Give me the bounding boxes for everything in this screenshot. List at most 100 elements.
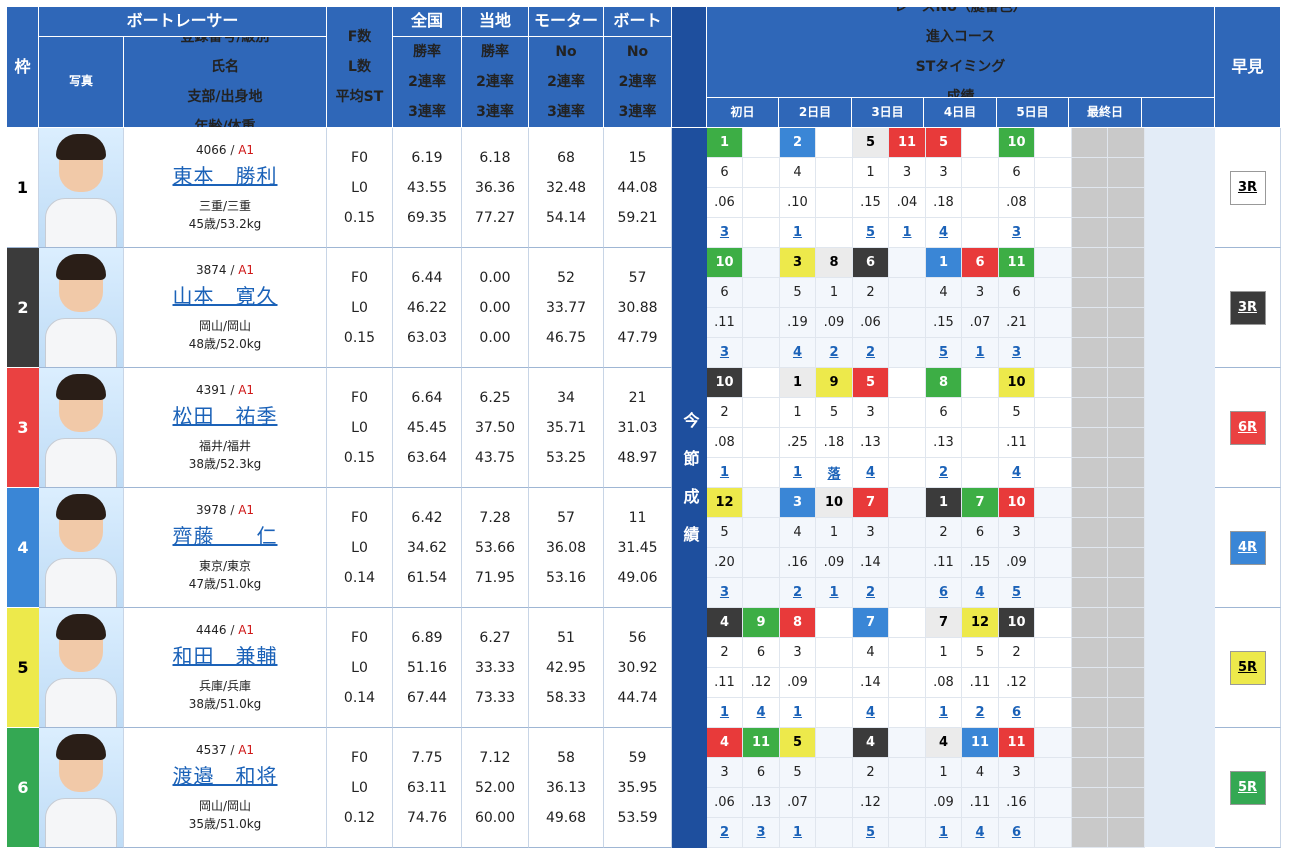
entry-course: 3 bbox=[962, 278, 999, 308]
racer-name-link[interactable]: 東本 勝利 bbox=[172, 163, 278, 188]
race-result-link[interactable]: 2 bbox=[962, 698, 999, 728]
race-result-link[interactable]: 5 bbox=[853, 818, 889, 848]
race-result-link[interactable]: 4 bbox=[962, 818, 999, 848]
race-result-link[interactable]: 4 bbox=[743, 698, 780, 728]
race-no-badge: 6 bbox=[962, 248, 999, 278]
header-motor-sub: No 2連率 3連率 bbox=[529, 37, 604, 128]
race-result-link[interactable]: 1 bbox=[780, 698, 816, 728]
hayami-race-link[interactable]: 3R bbox=[1229, 170, 1266, 205]
race-result-link[interactable]: 3 bbox=[999, 218, 1035, 248]
fstat-l: L0 bbox=[351, 779, 368, 796]
race-result-link[interactable]: 3 bbox=[707, 338, 743, 368]
fstat-f: F0 bbox=[351, 629, 368, 646]
race-empty bbox=[889, 368, 926, 398]
race-result-link[interactable]: 4 bbox=[853, 698, 889, 728]
race-result-link[interactable]: 落 bbox=[816, 458, 853, 488]
racer-photo bbox=[39, 488, 124, 608]
race-result-link[interactable]: 5 bbox=[999, 578, 1035, 608]
race-result-link[interactable]: 4 bbox=[780, 338, 816, 368]
race-no-badge: 11 bbox=[999, 728, 1035, 758]
st-timing: .18 bbox=[816, 428, 853, 458]
racer-name-link[interactable]: 和田 兼輔 bbox=[172, 643, 278, 668]
age-weight: 45歳/53.2kg bbox=[188, 216, 262, 231]
race-result-link[interactable]: 2 bbox=[707, 818, 743, 848]
race-result-link[interactable]: 4 bbox=[999, 458, 1035, 488]
race-result-link[interactable]: 1 bbox=[926, 698, 962, 728]
race-empty bbox=[1035, 158, 1072, 188]
st-timing: .18 bbox=[926, 188, 962, 218]
boat-value: 11 bbox=[628, 509, 647, 526]
hayami-race-link[interactable]: 5R bbox=[1229, 650, 1266, 685]
boat-value: 49.06 bbox=[617, 569, 658, 586]
race-result-link[interactable]: 1 bbox=[926, 818, 962, 848]
race-empty bbox=[1035, 218, 1072, 248]
race-empty bbox=[889, 548, 926, 578]
race-empty bbox=[1035, 308, 1072, 338]
race-no-badge: 10 bbox=[816, 488, 853, 518]
race-result-link[interactable]: 1 bbox=[889, 218, 926, 248]
header-sub-line: 2連率 bbox=[408, 74, 446, 90]
hair-shape bbox=[56, 374, 106, 400]
final-day-empty bbox=[1072, 668, 1108, 698]
race-result-link[interactable]: 2 bbox=[853, 578, 889, 608]
race-no-badge: 11 bbox=[962, 728, 999, 758]
race-result-link[interactable]: 2 bbox=[780, 578, 816, 608]
entry-course: 3 bbox=[707, 758, 743, 788]
race-result-link[interactable]: 6 bbox=[926, 578, 962, 608]
race-result-link[interactable]: 1 bbox=[962, 338, 999, 368]
race-result-link[interactable]: 6 bbox=[999, 698, 1035, 728]
race-result-link[interactable]: 1 bbox=[780, 818, 816, 848]
nat-stats-cell: 6.64 45.45 63.64 bbox=[393, 368, 462, 488]
race-result-link[interactable]: 1 bbox=[780, 218, 816, 248]
nat-stats-cell: 7.75 63.11 74.76 bbox=[393, 728, 462, 848]
race-result-link[interactable]: 1 bbox=[780, 458, 816, 488]
race-result-link[interactable]: 4 bbox=[962, 578, 999, 608]
header-race-info-line: STタイミング bbox=[915, 59, 1006, 75]
race-result-link[interactable]: 3 bbox=[707, 578, 743, 608]
race-result-link[interactable]: 5 bbox=[926, 338, 962, 368]
race-result-link[interactable]: 6 bbox=[999, 818, 1035, 848]
race-result-link[interactable]: 2 bbox=[853, 338, 889, 368]
racer-name-link[interactable]: 山本 寛久 bbox=[172, 283, 278, 308]
race-result-link[interactable]: 2 bbox=[926, 458, 962, 488]
age-weight: 48歳/52.0kg bbox=[188, 336, 262, 351]
fstat-st: 0.15 bbox=[343, 329, 376, 346]
race-result-link[interactable]: 3 bbox=[999, 338, 1035, 368]
hayami-race-link[interactable]: 6R bbox=[1229, 410, 1266, 445]
race-result-link[interactable]: 5 bbox=[853, 218, 889, 248]
nat-value: 69.35 bbox=[406, 209, 448, 226]
race-empty bbox=[743, 428, 780, 458]
hayami-race-link[interactable]: 3R bbox=[1229, 290, 1266, 325]
hayami-race-link[interactable]: 5R bbox=[1229, 770, 1266, 805]
waku-label: 2 bbox=[17, 298, 29, 317]
boat-value: 59.21 bbox=[617, 209, 658, 226]
final-day-empty bbox=[1108, 728, 1145, 758]
fstat-f: F0 bbox=[351, 269, 368, 286]
race-no-badge: 1 bbox=[780, 368, 816, 398]
race-result-link[interactable]: 4 bbox=[926, 218, 962, 248]
race-empty bbox=[889, 278, 926, 308]
race-result-link[interactable]: 2 bbox=[816, 338, 853, 368]
hayami-race-link[interactable]: 4R bbox=[1229, 530, 1266, 565]
boat-stats-cell: 59 35.95 53.59 bbox=[604, 728, 672, 848]
racer-name-link[interactable]: 齊藤 仁 bbox=[172, 523, 278, 548]
racer-photo bbox=[39, 248, 124, 368]
race-empty bbox=[816, 818, 853, 848]
race-result-link[interactable]: 3 bbox=[743, 818, 780, 848]
race-result-link[interactable]: 3 bbox=[707, 218, 743, 248]
race-result-link[interactable]: 1 bbox=[816, 578, 853, 608]
motor-value: 49.68 bbox=[545, 809, 587, 826]
final-day-empty bbox=[1108, 158, 1145, 188]
final-day-empty bbox=[1108, 368, 1145, 398]
race-result-link[interactable]: 4 bbox=[853, 458, 889, 488]
race-empty bbox=[743, 338, 780, 368]
motor-stats-cell: 57 36.08 53.16 bbox=[529, 488, 604, 608]
race-result-link[interactable]: 1 bbox=[707, 458, 743, 488]
racer-name-link[interactable]: 渡邉 和将 bbox=[172, 763, 278, 788]
motor-value: 53.25 bbox=[545, 449, 587, 466]
nat-value: 63.64 bbox=[406, 449, 448, 466]
motor-stats-cell: 52 33.77 46.75 bbox=[529, 248, 604, 368]
loc-stats-cell: 7.28 53.66 71.95 bbox=[462, 488, 529, 608]
race-result-link[interactable]: 1 bbox=[707, 698, 743, 728]
racer-name-link[interactable]: 松田 祐季 bbox=[172, 403, 278, 428]
